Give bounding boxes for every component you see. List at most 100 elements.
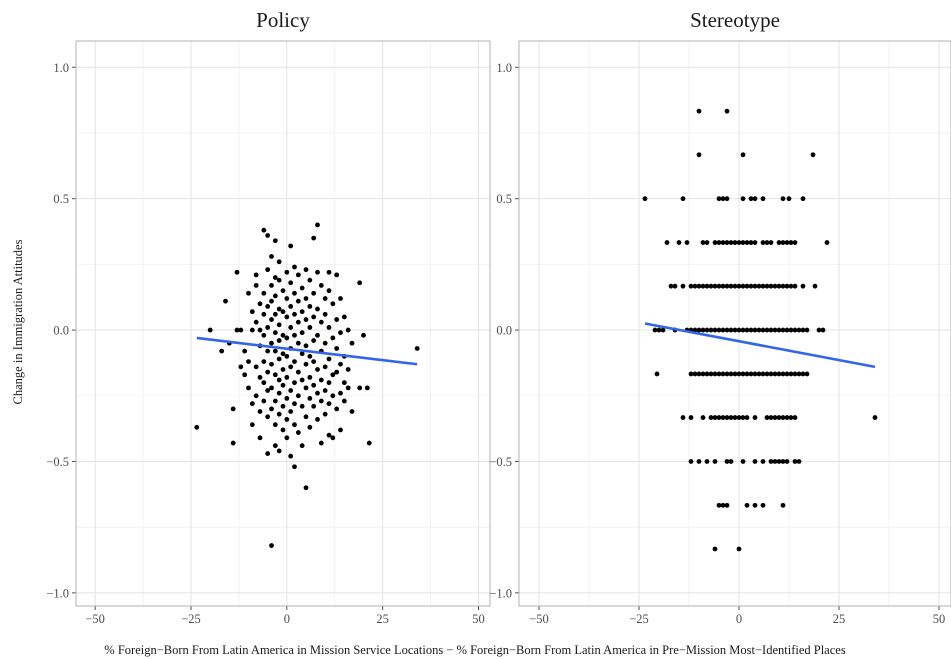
scatter-point [357, 280, 363, 286]
scatter-point [728, 327, 734, 333]
scatter-point [345, 327, 351, 333]
scatter-point [253, 364, 259, 370]
scatter-point [292, 311, 297, 317]
scatter-point [728, 459, 734, 464]
scatter-point [736, 371, 742, 377]
scatter-point [280, 332, 286, 338]
y-tick-label: 0.0 [496, 324, 512, 338]
scatter-point [688, 283, 694, 289]
scatter-point [303, 267, 309, 273]
scatter-point [812, 283, 818, 289]
scatter-point [261, 398, 267, 404]
scatter-point [752, 415, 758, 420]
y-axis-label: Change in Immigration Attitudes [11, 239, 25, 404]
scatter-point [276, 277, 282, 283]
scatter-point [708, 415, 714, 420]
scatter-point [334, 346, 340, 351]
scatter-point [712, 459, 718, 464]
scatter-point [265, 414, 271, 420]
scatter-point [303, 361, 309, 367]
scatter-point [692, 283, 698, 289]
scatter-point [341, 380, 347, 386]
scatter-point [269, 317, 274, 322]
scatter-point [326, 288, 332, 294]
scatter-point [265, 267, 271, 273]
scatter-point [720, 196, 726, 202]
scatter-point [334, 406, 340, 412]
scatter-point [295, 319, 301, 325]
scatter-point [672, 283, 678, 289]
scatter-point [318, 282, 324, 288]
y-tick-label: 0.0 [53, 324, 69, 338]
scatter-point [760, 502, 766, 508]
scatter-point [712, 546, 718, 552]
scatter-point [295, 369, 301, 375]
scatter-point [716, 327, 722, 333]
scatter-point [772, 459, 778, 464]
scatter-point [318, 377, 324, 383]
scatter-point [720, 371, 726, 377]
scatter-point [712, 415, 718, 420]
scatter-point [257, 327, 263, 333]
y-tick-label: 0.5 [53, 192, 69, 206]
scatter-point [326, 380, 332, 386]
trend-line [644, 322, 876, 369]
scatter-point [307, 395, 313, 401]
scatter-point [696, 108, 702, 114]
x-tick-label: 25 [833, 612, 846, 626]
scatter-point [810, 152, 816, 158]
scatter-point [272, 443, 278, 449]
scatter-point [295, 393, 301, 399]
scatter-point [299, 377, 305, 383]
scatter-point [740, 415, 746, 420]
scatter-point [322, 411, 328, 417]
scatter-point [720, 240, 726, 245]
scatter-point [780, 459, 786, 464]
scatter-point [732, 371, 738, 377]
scatter-point [768, 283, 774, 289]
scatter-point [322, 388, 328, 393]
scatter-point [768, 371, 774, 377]
x-tick-label: 50 [472, 612, 485, 626]
scatter-point [736, 546, 742, 552]
scatter-point [326, 432, 332, 438]
scatter-point [284, 353, 290, 359]
scatter-point [752, 196, 758, 202]
scatter-point [238, 364, 244, 370]
scatter-point [257, 409, 263, 414]
scatter-point [732, 415, 738, 420]
scatter-point [760, 196, 766, 202]
scatter-point [724, 415, 730, 420]
scatter-point [724, 240, 730, 245]
scatter-point [249, 327, 255, 333]
x-tick-label: −50 [529, 612, 549, 626]
scatter-point [704, 371, 710, 377]
scatter-point [696, 283, 702, 289]
scatter-point [660, 327, 666, 333]
x-tick-label: −25 [181, 612, 201, 626]
scatter-point [276, 448, 282, 454]
scatter-point [265, 451, 271, 456]
x-tick-label: −50 [85, 612, 105, 626]
scatter-point [708, 371, 714, 377]
scatter-point [338, 296, 343, 301]
scatter-point [272, 348, 278, 354]
scatter-point [253, 319, 259, 325]
scatter-point [326, 356, 332, 362]
scatter-point [800, 283, 806, 289]
scatter-point [318, 440, 324, 446]
panel-title: Stereotype [690, 8, 780, 32]
scatter-point [311, 290, 317, 296]
scatter-point [704, 240, 710, 245]
scatter-point [288, 364, 294, 370]
scatter-point [768, 327, 774, 333]
scatter-point [238, 327, 244, 333]
scatter-point [784, 459, 790, 464]
scatter-point [780, 327, 786, 333]
scatter-point [712, 371, 718, 377]
scatter-point [700, 415, 706, 420]
scatter-point [788, 283, 794, 289]
scatter-point [269, 385, 274, 391]
scatter-point [792, 371, 798, 377]
scatter-point [796, 327, 802, 333]
